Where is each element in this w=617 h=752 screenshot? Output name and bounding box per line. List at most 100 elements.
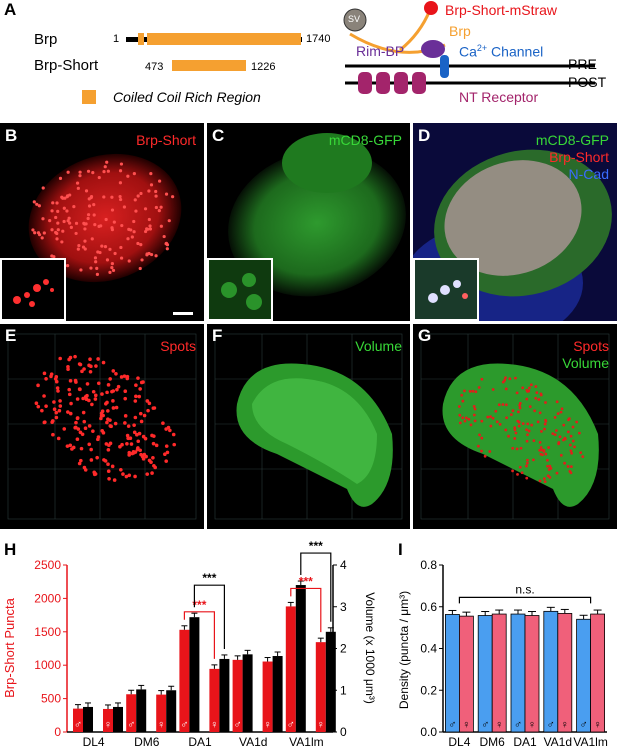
spot xyxy=(106,409,110,413)
spot xyxy=(124,474,129,479)
spot xyxy=(81,410,86,415)
punctum xyxy=(149,252,154,257)
spot xyxy=(104,442,109,446)
punctum xyxy=(132,230,136,234)
spot xyxy=(559,410,563,414)
y-tick-label: 1000 xyxy=(34,658,61,672)
x-tick-label: DA1 xyxy=(513,735,537,749)
punctum xyxy=(91,171,95,175)
spot xyxy=(49,374,53,379)
spot xyxy=(518,403,522,407)
spot xyxy=(488,450,492,453)
sig-label: *** xyxy=(192,598,206,612)
punctum xyxy=(105,258,110,262)
label-e-0: Spots xyxy=(160,338,196,354)
punctum xyxy=(55,237,59,241)
spot xyxy=(480,436,484,440)
spot xyxy=(480,377,484,381)
spot xyxy=(79,458,83,463)
micrograph-b: B Brp-Short xyxy=(0,123,204,321)
spot xyxy=(115,387,119,392)
sex-symbol: ♀ xyxy=(593,719,601,731)
brp-short-start-label: 473 xyxy=(145,61,164,73)
sig-label: *** xyxy=(299,574,313,588)
spot xyxy=(106,448,111,452)
spot xyxy=(67,392,72,397)
spot xyxy=(538,479,542,483)
spot xyxy=(143,436,148,441)
sex-symbol: ♀ xyxy=(104,719,112,731)
punctum xyxy=(83,222,87,226)
spot xyxy=(96,381,101,386)
punctum xyxy=(52,255,56,259)
brp-short-bar xyxy=(172,60,246,71)
spot xyxy=(103,459,108,463)
spot xyxy=(83,426,88,431)
punctum xyxy=(157,179,162,183)
punctum xyxy=(138,266,142,271)
punctum xyxy=(144,229,148,234)
spot xyxy=(42,371,47,376)
spot xyxy=(504,387,508,391)
bar-puncta xyxy=(179,629,190,732)
spot xyxy=(543,427,546,431)
punctum xyxy=(132,172,136,176)
spot xyxy=(578,431,581,435)
spot xyxy=(530,423,534,427)
spot xyxy=(569,449,573,453)
spot xyxy=(513,426,517,430)
label-d-0: mCD8-GFP xyxy=(535,132,609,148)
spot xyxy=(473,407,477,411)
spot xyxy=(137,394,142,399)
spot xyxy=(132,430,137,435)
punctum xyxy=(103,165,107,169)
spot xyxy=(89,458,94,462)
sex-symbol: ♀ xyxy=(495,719,503,731)
spot xyxy=(151,441,156,446)
sex-symbol: ♂ xyxy=(287,719,295,731)
label-d-2: N-Cad xyxy=(568,166,609,182)
punctum xyxy=(76,186,80,190)
punctum xyxy=(165,247,169,251)
spot xyxy=(108,418,112,422)
x-tick-label: VA1d xyxy=(239,735,267,749)
spot xyxy=(557,442,561,446)
punctum xyxy=(136,241,140,246)
y2-tick-label: 0 xyxy=(340,725,347,739)
bar-volume xyxy=(166,690,177,732)
spot xyxy=(474,390,478,394)
bar-volume xyxy=(325,631,336,732)
spot xyxy=(538,440,542,444)
spot xyxy=(92,472,97,477)
punctum xyxy=(54,215,58,220)
scale-bar xyxy=(173,312,193,315)
spot xyxy=(142,413,147,418)
spot xyxy=(547,468,551,471)
punctum xyxy=(136,194,140,198)
punctum xyxy=(66,219,70,223)
brp-short-end-label: 1226 xyxy=(251,61,276,73)
sig-bracket xyxy=(300,552,332,622)
spot xyxy=(491,388,495,391)
sex-symbol: ♂ xyxy=(514,719,522,731)
punctum xyxy=(147,189,151,193)
spot xyxy=(51,432,55,437)
bar-density xyxy=(459,615,474,733)
spot xyxy=(544,418,547,422)
spot xyxy=(471,389,475,393)
bar-volume xyxy=(136,689,147,732)
spot xyxy=(527,386,531,390)
spot xyxy=(463,419,467,423)
spot xyxy=(467,417,471,421)
spot xyxy=(544,401,547,404)
spot xyxy=(525,461,529,465)
spot xyxy=(477,444,480,448)
spot xyxy=(122,374,127,378)
punctum xyxy=(65,195,69,199)
spot xyxy=(113,421,118,426)
spot xyxy=(108,377,112,381)
spot xyxy=(135,432,139,437)
punctum xyxy=(35,202,39,206)
punctum xyxy=(154,194,158,198)
y-tick-label: 500 xyxy=(41,692,61,706)
